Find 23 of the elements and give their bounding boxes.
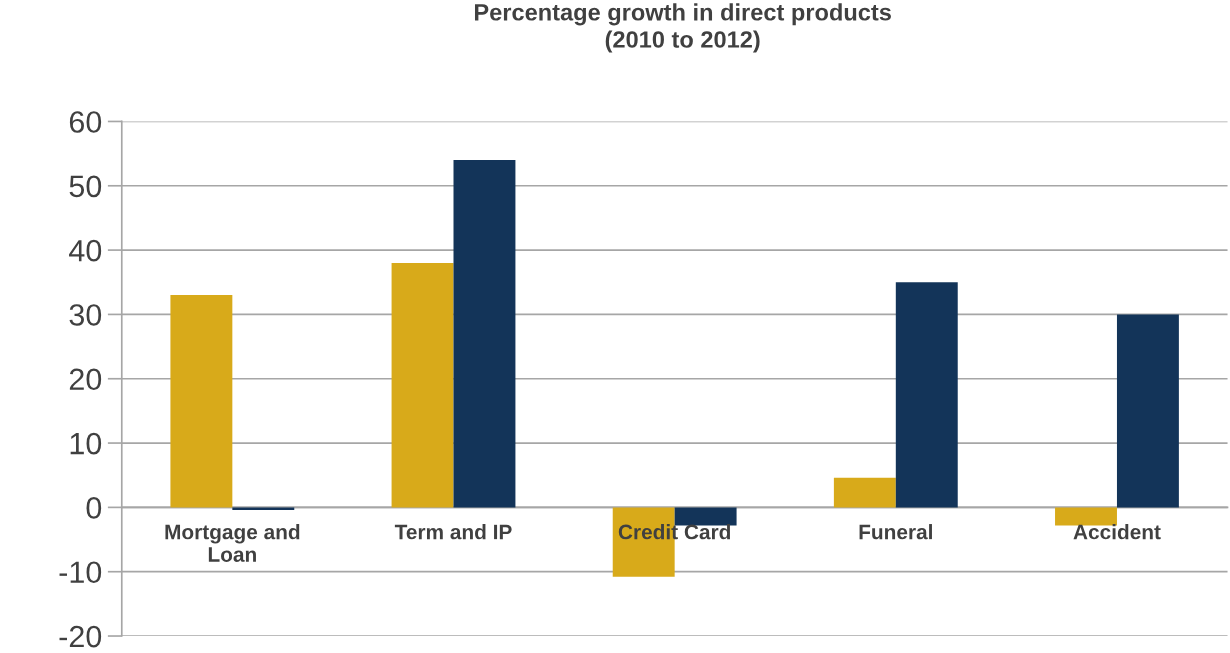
x-tick-label: Funeral <box>859 524 932 540</box>
y-tick-label: 20 <box>69 368 102 391</box>
bar <box>1116 314 1179 508</box>
y-tick-label: 10 <box>70 432 102 455</box>
x-tick-label: Term and IP <box>394 524 512 540</box>
x-tick-label: Accident <box>1073 524 1161 540</box>
y-tick-label: 60 <box>69 111 102 133</box>
y-tick-label: -20 <box>59 625 102 648</box>
bar <box>391 262 454 508</box>
bar <box>1055 507 1117 526</box>
bar <box>232 507 295 510</box>
y-tick-label: 30 <box>69 304 102 326</box>
bar <box>170 295 233 508</box>
x-tick-label: Mortgage and Loan <box>165 524 300 562</box>
bar <box>453 160 516 508</box>
y-tick-label: 40 <box>69 239 102 262</box>
bar <box>895 282 958 508</box>
bar <box>674 507 737 526</box>
y-tick-label: 50 <box>69 175 102 198</box>
y-tick-label: 0 <box>86 497 102 519</box>
y-tick-label: -10 <box>59 561 102 584</box>
chart-title: Percentage growth in direct products (2010 to 2012) <box>474 3 891 53</box>
bar <box>833 477 896 508</box>
